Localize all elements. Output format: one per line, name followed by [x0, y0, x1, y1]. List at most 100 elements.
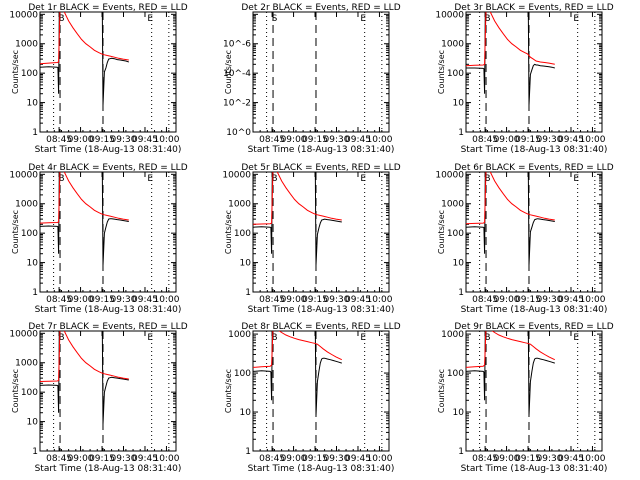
series-line-events [253, 172, 342, 266]
x-tick-label: 09:45 [345, 135, 371, 145]
detector-panel-2: Det 2r BLACK = Events, RED = LLD 10^0 10^-… [223, 3, 401, 155]
y-axis-label: Counts/sec [224, 369, 233, 413]
x-tick-label: 09:00 [281, 135, 307, 145]
x-tick-label: 09:00 [494, 135, 520, 145]
series-line-lld [466, 331, 556, 368]
y-tick-label: 1000 [15, 40, 38, 50]
series-group [253, 331, 343, 416]
y-tick-label: 10000 [435, 170, 464, 180]
y-tick-label: 1 [32, 447, 38, 457]
y-tick-label: 100 [447, 369, 464, 379]
panel-title: Det 4r BLACK = Events, RED = LLD [28, 163, 187, 173]
series-group [466, 172, 555, 266]
x-tick-label: 08:45 [472, 295, 498, 305]
y-tick-label: 1000 [15, 200, 38, 210]
detector-panel-9: Det 9r BLACK = Events, RED = LLD 1 10 100 10… [437, 322, 614, 474]
marker-label: B [484, 333, 490, 343]
x-tick-label: 09:45 [132, 295, 158, 305]
x-tick-label: 09:15 [515, 454, 541, 464]
y-axis-label: Counts/sec [437, 369, 446, 413]
x-tick-label: 09:15 [515, 135, 541, 145]
y-axis-label: Counts/sec [11, 369, 20, 413]
detector-panel-8: Det 8r BLACK = Events, RED = LLD 1 10 100 10… [224, 322, 401, 474]
x-axis-label: Start Time (18-Aug-13 08:31:40) [461, 145, 608, 155]
x-axis-label: Start Time (18-Aug-13 08:31:40) [35, 464, 182, 474]
marker-label: B [271, 174, 277, 184]
y-tick-label: 10 [27, 418, 39, 428]
y-tick-label: 10^-6 [223, 40, 251, 50]
y-tick-label: 10000 [435, 10, 464, 20]
y-tick-label: 10 [240, 408, 252, 418]
y-tick-label: 1 [245, 288, 251, 298]
series-line-events [466, 12, 555, 106]
y-axis-label: Counts/sec [224, 50, 233, 94]
series-line-events [466, 172, 555, 266]
x-tick-label: 09:00 [68, 295, 94, 305]
marker-label: B [58, 333, 64, 343]
x-tick-label: 09:30 [324, 454, 350, 464]
y-tick-label: 100 [447, 229, 464, 239]
x-tick-label: 09:00 [494, 295, 520, 305]
marker-label: E [147, 14, 153, 24]
marker-label: B [484, 14, 490, 24]
x-tick-label: 09:45 [345, 295, 371, 305]
x-tick-label: 10:00 [579, 454, 605, 464]
x-tick-label: 10:00 [153, 295, 179, 305]
series-line-events [466, 331, 555, 416]
x-tick-label: 10:00 [153, 454, 179, 464]
x-tick-label: 09:15 [89, 295, 115, 305]
x-tick-label: 09:15 [89, 135, 115, 145]
y-tick-label: 1000 [441, 200, 464, 210]
marker-label: E [360, 174, 366, 184]
x-axis-label: Start Time (18-Aug-13 08:31:40) [248, 145, 395, 155]
marker-label: S [272, 14, 278, 24]
y-tick-label: 1000 [15, 359, 38, 369]
detector-panel-3: Det 3r BLACK = Events, RED = LLD 1 10 100 10… [435, 3, 613, 155]
y-tick-label: 10000 [9, 10, 38, 20]
x-tick-label: 09:15 [515, 295, 541, 305]
x-axis-label: Start Time (18-Aug-13 08:31:40) [35, 145, 182, 155]
series-group [466, 331, 556, 416]
panel-title: Det 1r BLACK = Events, RED = LLD [28, 3, 187, 13]
x-tick-label: 09:45 [558, 454, 584, 464]
y-tick-label: 100 [21, 69, 38, 79]
x-tick-label: 09:30 [324, 295, 350, 305]
x-tick-label: 09:30 [111, 454, 137, 464]
y-tick-label: 10 [27, 259, 39, 269]
y-tick-label: 1 [32, 288, 38, 298]
series-line-lld [253, 172, 342, 225]
x-tick-label: 08:45 [259, 454, 285, 464]
series-line-lld [466, 12, 555, 67]
plot-frame [39, 11, 177, 133]
detector-panel-1: Det 1r BLACK = Events, RED = LLD 1 10 100 10… [9, 3, 187, 155]
x-axis-label: Start Time (18-Aug-13 08:31:40) [461, 464, 608, 474]
plot-frame [252, 171, 390, 293]
detector-panel-6: Det 6r BLACK = Events, RED = LLD 1 10 100 10… [435, 163, 613, 315]
x-tick-label: 09:45 [345, 454, 371, 464]
x-tick-label: 10:00 [579, 135, 605, 145]
panel-title: Det 6r BLACK = Events, RED = LLD [454, 163, 613, 173]
y-tick-label: 10000 [222, 170, 251, 180]
plot-frame [465, 171, 603, 293]
y-axis-label: Counts/sec [11, 210, 20, 254]
x-tick-label: 10:00 [579, 295, 605, 305]
x-tick-label: 09:30 [537, 295, 563, 305]
y-tick-label: 10^-2 [223, 99, 251, 109]
marker-label: B [484, 174, 490, 184]
x-tick-label: 09:00 [281, 295, 307, 305]
y-tick-label: 1000 [441, 330, 464, 340]
y-tick-label: 10000 [9, 329, 38, 339]
y-axis-label: Counts/sec [224, 210, 233, 254]
panel-title: Det 2r BLACK = Events, RED = LLD [241, 3, 400, 13]
marker-label: E [573, 14, 579, 24]
x-tick-label: 09:00 [68, 454, 94, 464]
detector-panel-7: Det 7r BLACK = Events, RED = LLD 1 10 100 10… [9, 322, 187, 474]
y-tick-label: 100 [21, 388, 38, 398]
y-tick-label: 100 [21, 229, 38, 239]
x-tick-label: 09:30 [324, 135, 350, 145]
series-group [40, 172, 129, 266]
plot-frame [465, 11, 603, 133]
x-tick-label: 09:30 [111, 135, 137, 145]
plot-frame [465, 330, 603, 452]
y-tick-label: 1000 [228, 330, 251, 340]
